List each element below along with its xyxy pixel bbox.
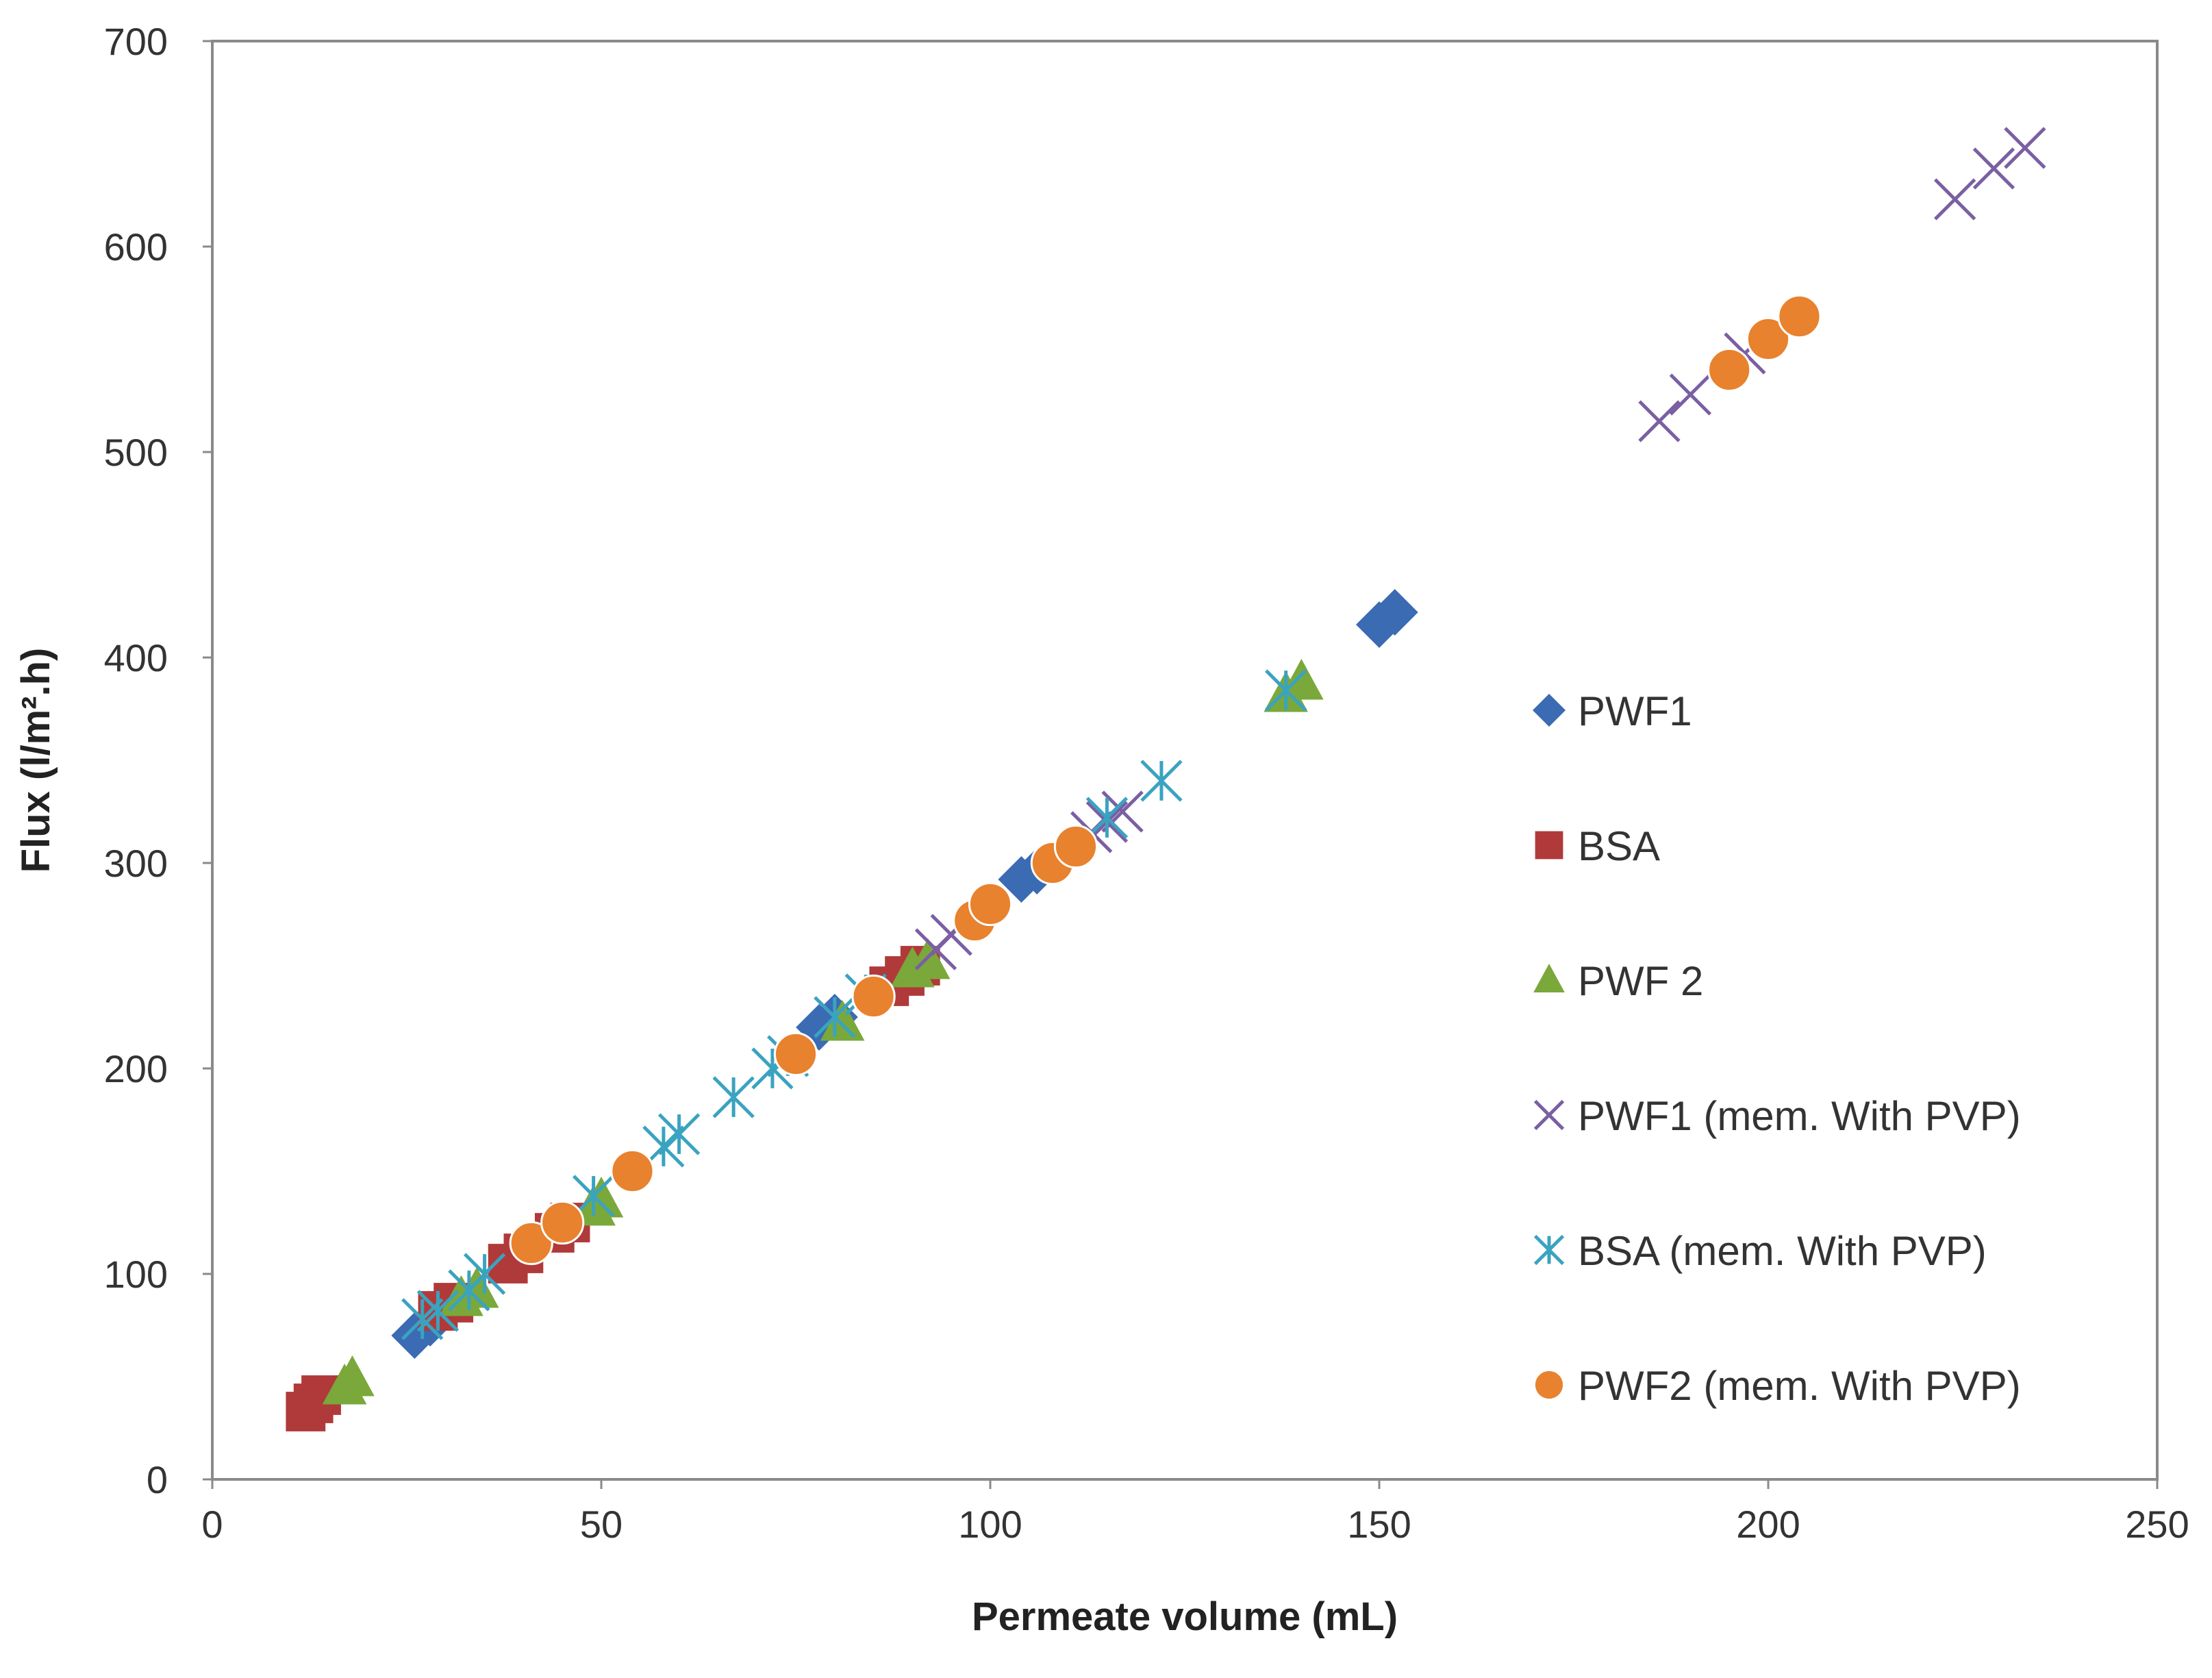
data-point (1140, 760, 1183, 802)
data-marks (286, 127, 2046, 1431)
data-point (610, 1149, 655, 1194)
data-point (1265, 669, 1307, 712)
y-tick-label: 200 (104, 1047, 168, 1090)
data-point (416, 1290, 460, 1332)
data-point (1085, 797, 1129, 839)
legend-label: PWF1 (mem. With PVP) (1578, 1093, 2021, 1139)
y-tick-label: 500 (104, 431, 168, 474)
x-tick-label: 250 (2125, 1503, 2189, 1546)
data-point (657, 1113, 701, 1155)
data-point (540, 1200, 585, 1245)
data-point (1101, 790, 1144, 833)
y-tick-label: 300 (104, 842, 168, 885)
data-point (454, 1267, 499, 1308)
x-tick-label: 200 (1736, 1503, 1800, 1546)
legend-marker (1533, 1234, 1565, 1266)
y-tick-label: 600 (104, 225, 168, 268)
data-point (401, 1298, 444, 1340)
data-point (579, 1177, 624, 1218)
legend-item: PWF 2 (1533, 958, 1703, 1004)
legend-marker (1535, 831, 1563, 860)
legend-marker (1533, 1368, 1566, 1401)
legend-marker (1533, 1099, 1565, 1131)
data-point (1638, 400, 1681, 442)
x-tick-label: 100 (958, 1503, 1022, 1546)
x-tick-label: 150 (1347, 1503, 1411, 1546)
data-point (572, 1175, 615, 1217)
data-point (1746, 316, 1791, 362)
data-point (1933, 178, 1976, 221)
legend-label: BSA (1578, 823, 1660, 869)
data-point (1371, 589, 1418, 636)
legend-item: PWF1 (1533, 688, 1692, 734)
legend-label: PWF 2 (1578, 958, 1703, 1004)
data-point (463, 1253, 506, 1295)
x-tick-label: 50 (580, 1503, 623, 1546)
series-6 (509, 294, 1822, 1266)
data-point (712, 1076, 755, 1118)
data-point (814, 996, 856, 1038)
data-point (1053, 824, 1098, 869)
data-point (820, 1000, 865, 1041)
data-point (773, 1031, 818, 1077)
legend-item: BSA (mem. With PVP) (1533, 1228, 1987, 1274)
y-tick-label: 0 (147, 1458, 168, 1501)
y-axis-title: Flux (l/m².h) (14, 648, 58, 873)
data-point (330, 1355, 375, 1397)
data-point (1279, 659, 1324, 700)
legend: PWF1 BSA PWF 2 PWF1 (mem. With PVP) BSA (mem… (1533, 688, 2021, 1409)
legend-item: PWF1 (mem. With PVP) (1533, 1093, 2021, 1139)
legend-label: BSA (mem. With PVP) (1578, 1228, 1987, 1274)
data-point (851, 974, 896, 1019)
data-point (1777, 294, 1822, 339)
data-point (2004, 127, 2046, 169)
legend-label: PWF2 (mem. With PVP) (1578, 1363, 2021, 1409)
y-tick-label: 700 (104, 20, 168, 63)
x-tick-label: 0 (201, 1503, 223, 1546)
legend-item: PWF2 (mem. With PVP) (1533, 1363, 2021, 1409)
y-tick-label: 400 (104, 636, 168, 679)
legend-label: PWF1 (1578, 688, 1692, 734)
data-point (1707, 347, 1752, 392)
legend-item: BSA (1535, 823, 1660, 869)
data-point (968, 881, 1013, 927)
axis-ticks: 0 50 100 150 200 250 0 100 200 300 400 500 600 700 (104, 20, 2189, 1546)
data-point (1669, 373, 1712, 416)
legend-marker (1533, 964, 1565, 992)
legend-marker (1533, 694, 1566, 727)
data-point (1972, 147, 2015, 190)
x-axis-title: Permeate volume (mL) (972, 1594, 1398, 1639)
y-tick-label: 100 (104, 1253, 168, 1296)
data-point (509, 1220, 553, 1266)
